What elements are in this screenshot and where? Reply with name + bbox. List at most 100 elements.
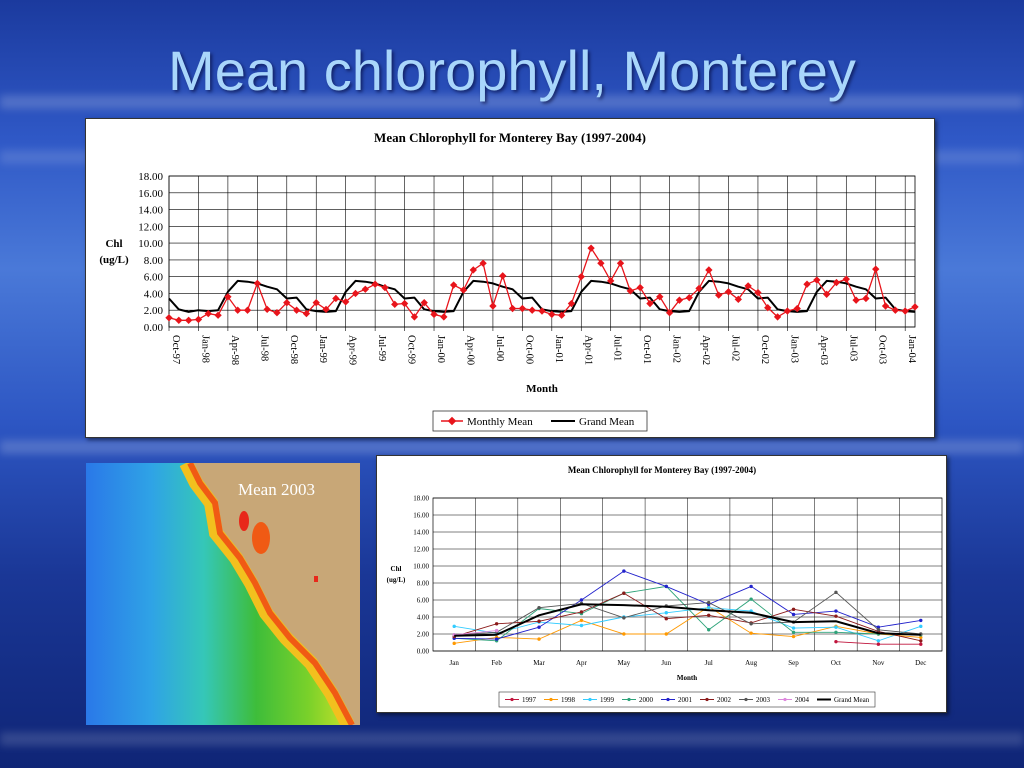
monthly-mean-point [312, 298, 320, 307]
y-tick-label: 12.00 [413, 546, 429, 554]
x-tick-label: Jan-03 [788, 335, 799, 363]
series-line-2004 [454, 630, 497, 636]
legend-monthly-mean: Monthly Mean [467, 416, 533, 428]
series-point-2001 [579, 598, 584, 602]
series-point-1999 [707, 605, 711, 610]
monthly-mean-point [803, 280, 811, 288]
monthly-mean-point [528, 306, 536, 314]
series-point-2001 [622, 569, 626, 573]
x-tick-label: Sep [788, 659, 799, 667]
y-tick-label: 8.00 [417, 580, 430, 588]
x-tick-label: Jul-99 [376, 335, 387, 361]
y-tick-label: 14.00 [413, 529, 429, 537]
chart-legend: Monthly Mean Grand Mean [432, 410, 648, 432]
map-label: Mean 2003 [238, 480, 315, 499]
series-point-1999 [452, 624, 456, 629]
monthly-mean-point [440, 313, 448, 321]
series-point-1998 [537, 637, 541, 641]
monthly-mean-point [715, 291, 723, 299]
series-point-2001 [537, 625, 541, 629]
monthly-mean-point [253, 279, 262, 288]
y-axis-label-line2: (ug/L) [99, 254, 129, 266]
x-tick-label: Jan-02 [671, 335, 682, 363]
legend-grand-mean: Grand Mean [579, 416, 635, 428]
y-tick-label: 4.00 [417, 614, 430, 622]
series-point-2003 [622, 616, 626, 620]
monthly-mean-point [764, 304, 772, 312]
monthly-mean-point [607, 277, 615, 285]
series-point-1998 [791, 634, 796, 639]
legend-entry-1998: 1998 [561, 696, 576, 704]
y-axis-label-line2: (ug/L) [387, 576, 406, 584]
monthly-mean-point [881, 302, 890, 310]
series-point-2004 [494, 628, 499, 633]
legend-entry-2000: 2000 [639, 696, 654, 704]
y-tick-label: 2.00 [417, 631, 430, 639]
monthly-mean-point [214, 311, 222, 319]
series-point-1998 [664, 632, 668, 636]
series-point-1999 [664, 611, 668, 615]
series-point-2002 [919, 639, 923, 643]
y-axis-label-line1: Chl [391, 565, 402, 573]
y-tick-label: 10.00 [138, 238, 163, 250]
x-tick-label: Jan-04 [906, 335, 917, 364]
series-point-1999 [791, 626, 796, 630]
y-tick-label: 0.00 [144, 322, 164, 334]
monthly-mean-point [175, 316, 183, 324]
series-point-1997 [834, 639, 838, 644]
x-tick-label: Apr [576, 659, 588, 667]
monthly-mean-point [626, 287, 635, 295]
series-point-2002 [622, 591, 626, 595]
y-tick-label: 18.00 [138, 171, 163, 183]
monthly-mean-point [813, 276, 821, 284]
series-point-2001 [749, 584, 753, 589]
monthly-mean-point [243, 306, 252, 314]
monthly-mean-point [361, 285, 369, 293]
series-point-2003 [749, 622, 753, 626]
monthly-mean-point [901, 307, 909, 315]
series-point-2001 [919, 618, 923, 623]
monthly-mean-point [793, 304, 801, 313]
monthly-mean-point [773, 313, 782, 321]
x-tick-label: Jan-98 [199, 335, 210, 363]
chart-monthly-by-year: Mean Chlorophyll for Monterey Bay (1997-… [387, 465, 943, 708]
y-tick-label: 4.00 [144, 288, 164, 300]
slide-title: Mean chlorophyll, Monterey [168, 39, 856, 102]
monthly-mean-point [302, 309, 311, 318]
monthly-mean-point [754, 288, 762, 297]
monthly-mean-point [744, 282, 752, 290]
series-point-1997 [876, 642, 881, 646]
x-tick-label: Oct-00 [523, 335, 534, 364]
x-tick-label: Apr-00 [464, 335, 475, 365]
x-tick-label: Jan [450, 659, 460, 667]
x-tick-label: Mar [533, 659, 545, 667]
x-tick-label: May [617, 659, 630, 667]
chart-panel-monthly: Mean Chlorophyll for Monterey Bay (1997-… [376, 455, 947, 713]
chart-title: Mean Chlorophyll for Monterey Bay (1997-… [374, 130, 646, 145]
chart-panel-timeseries: Mean Chlorophyll for Monterey Bay (1997-… [85, 118, 935, 438]
series-point-2000 [749, 597, 753, 601]
monthly-mean-point [469, 266, 477, 274]
monthly-mean-point [371, 280, 379, 288]
monthly-mean-point [656, 293, 664, 301]
series-line-1998 [454, 606, 921, 644]
x-tick-label: Dec [915, 659, 926, 667]
monthly-mean-point [911, 303, 919, 311]
monthly-mean-point [685, 293, 693, 302]
chlorophyll-map-2003 [86, 463, 360, 725]
x-tick-label: Apr-99 [347, 335, 358, 365]
series-line-2003 [454, 591, 921, 636]
series-point-1998 [579, 618, 584, 623]
x-tick-label: Oct-02 [759, 335, 770, 364]
monthly-mean-point [567, 299, 576, 308]
x-tick-label: Oct-99 [406, 335, 417, 364]
x-axis-label: Month [677, 674, 697, 682]
series-point-2002 [707, 613, 711, 617]
y-tick-label: 16.00 [413, 512, 429, 520]
y-tick-label: 18.00 [413, 495, 429, 503]
y-tick-label: 2.00 [144, 305, 164, 317]
x-tick-label: Oct-97 [170, 335, 181, 364]
x-tick-label: Oct-01 [641, 335, 652, 364]
monthly-mean-point [410, 313, 419, 321]
series-point-2001 [494, 637, 499, 641]
